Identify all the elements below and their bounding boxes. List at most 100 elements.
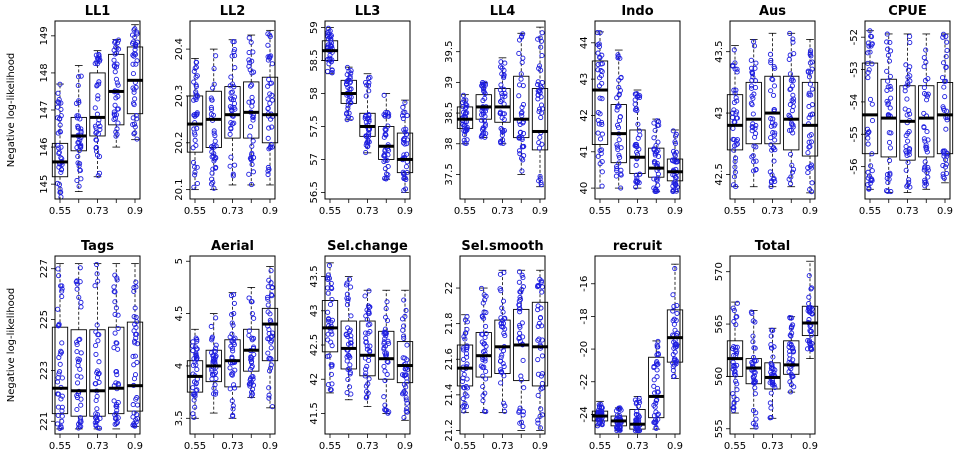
x-tick-label: 0.73	[491, 206, 513, 217]
data-point	[671, 151, 678, 157]
data-point	[536, 178, 542, 184]
data-point	[367, 74, 373, 81]
data-point	[227, 334, 233, 340]
data-point	[483, 131, 489, 137]
data-point	[112, 69, 118, 75]
data-point	[211, 130, 217, 136]
data-point	[618, 74, 624, 80]
data-point	[519, 104, 525, 110]
data-point	[616, 137, 622, 143]
data-point	[734, 98, 740, 104]
panel-ll1: LL1 145 146 147 148 149 0.55 0.73 0.9	[39, 4, 144, 217]
x-tick-label: 0.73	[356, 441, 378, 452]
data-point	[906, 128, 912, 135]
data-point	[805, 170, 811, 176]
box-0.9	[126, 24, 144, 142]
data-point	[251, 315, 257, 321]
y-tick-label: -55	[849, 126, 860, 142]
data-point	[401, 127, 407, 133]
data-point	[940, 148, 946, 154]
data-point	[133, 279, 139, 285]
data-point	[247, 377, 253, 383]
data-point	[655, 352, 661, 358]
data-point	[805, 69, 811, 75]
box-0.73	[224, 39, 241, 186]
data-point	[806, 115, 812, 121]
data-point	[382, 368, 388, 374]
data-point	[633, 184, 639, 190]
x-tick-label: 0.9	[532, 441, 548, 452]
data-point	[654, 122, 661, 129]
data-point	[731, 143, 738, 149]
data-point	[598, 401, 604, 407]
data-point	[517, 121, 523, 127]
data-point	[786, 56, 792, 62]
data-point	[771, 64, 777, 70]
panel-title: Sel.change	[327, 239, 408, 254]
data-point	[809, 180, 815, 186]
data-point	[481, 89, 487, 95]
data-point	[866, 67, 872, 73]
data-point	[499, 93, 505, 99]
data-point	[921, 136, 927, 142]
data-point	[192, 169, 198, 175]
y-tick-label: 555	[714, 419, 725, 438]
data-point	[96, 370, 102, 376]
x-tick-label: 0.55	[859, 206, 881, 217]
data-point	[329, 285, 335, 292]
data-point	[537, 88, 543, 94]
data-point	[113, 369, 120, 375]
data-point	[130, 353, 136, 360]
data-point	[806, 74, 813, 80]
data-point	[538, 279, 544, 285]
data-point	[55, 90, 61, 96]
data-point	[114, 372, 120, 378]
data-point	[115, 82, 121, 88]
data-point	[112, 311, 118, 317]
panel-cpue: CPUE -56 -55 -54 -53 -52 0.55 0.73 0.9	[849, 4, 954, 217]
data-point	[616, 118, 622, 124]
data-point	[651, 419, 657, 425]
x-tick-label: 0.9	[262, 206, 278, 217]
data-point	[501, 111, 507, 117]
data-point	[227, 386, 233, 392]
data-point	[97, 170, 103, 176]
box-0.9	[801, 260, 819, 360]
y-tick-label: 41	[579, 145, 590, 158]
data-point	[231, 382, 237, 388]
data-point	[502, 93, 508, 99]
data-point	[516, 50, 522, 57]
data-point	[771, 158, 777, 164]
box-iqr	[591, 60, 609, 145]
data-point	[869, 61, 875, 67]
box-0.64	[205, 313, 222, 414]
data-point	[58, 169, 64, 175]
data-point	[651, 364, 657, 371]
data-point	[732, 344, 738, 350]
data-point	[345, 105, 351, 111]
data-point	[213, 53, 219, 59]
data-point	[382, 407, 388, 413]
data-point	[381, 330, 387, 336]
data-point	[517, 294, 523, 300]
data-point	[651, 185, 657, 191]
data-point	[250, 114, 256, 120]
x-tick-label: 0.9	[667, 206, 683, 217]
data-point	[460, 92, 467, 98]
y-tick-label: 560	[714, 367, 725, 386]
data-point	[670, 292, 676, 298]
data-point	[363, 370, 369, 376]
data-point	[751, 377, 757, 383]
data-point	[632, 101, 638, 107]
data-point	[479, 133, 485, 139]
data-point	[537, 63, 543, 69]
data-point	[599, 131, 605, 137]
data-point	[925, 91, 931, 97]
data-point	[191, 397, 197, 403]
data-point	[535, 371, 541, 377]
data-point	[78, 417, 84, 423]
data-point	[59, 393, 65, 399]
box-0.82	[243, 34, 260, 188]
data-point	[58, 396, 64, 402]
data-point	[403, 164, 409, 170]
